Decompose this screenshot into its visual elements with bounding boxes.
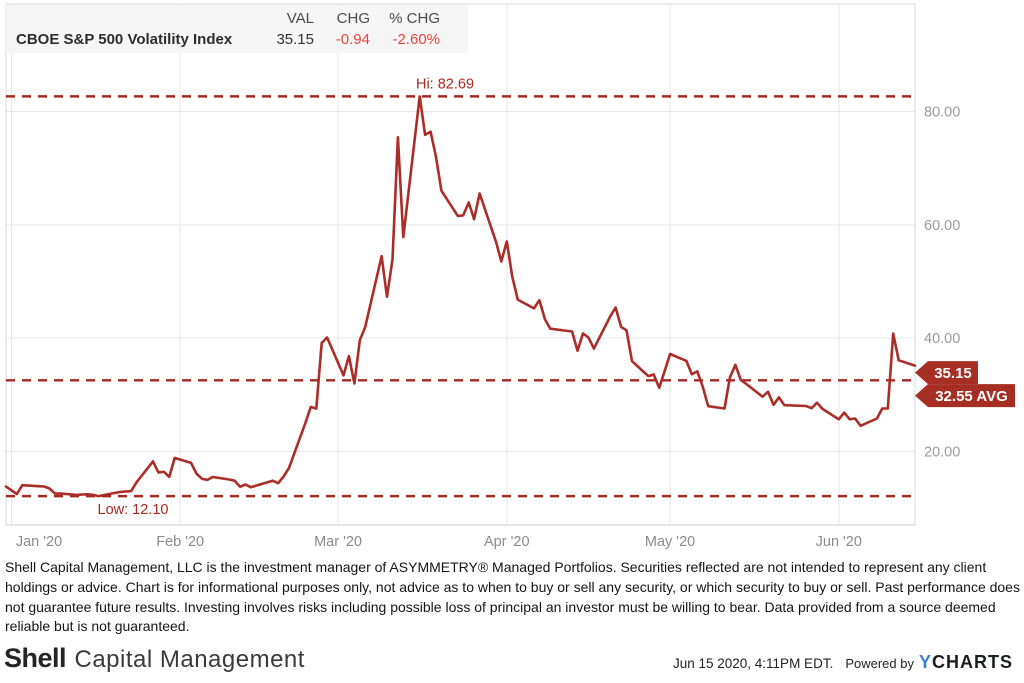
x-tick-label: Mar '20 xyxy=(314,534,362,550)
hi-annotation: Hi: 82.69 xyxy=(416,76,474,92)
ycharts-y-mark: Y xyxy=(918,652,932,672)
ycharts-wordmark: CHARTS xyxy=(932,652,1013,672)
x-tick-label: Jun '20 xyxy=(816,534,862,550)
avg-value-badge xyxy=(915,384,1015,408)
disclaimer-text: Shell Capital Management, LLC is the inv… xyxy=(5,559,1020,635)
col-header-chg: CHG xyxy=(336,10,370,27)
x-tick-label: Apr '20 xyxy=(484,534,530,550)
y-tick-label: 60.00 xyxy=(924,218,960,234)
last-value-badge-label: 35.15 xyxy=(934,365,972,382)
x-tick-label: Feb '20 xyxy=(156,534,204,550)
vix-line xyxy=(4,95,917,498)
y-tick-label: 40.00 xyxy=(924,331,960,347)
ycharts-logo: YCHARTS xyxy=(919,652,1013,673)
chart-credits: Jun 15 2020, 4:11PM EDT. Powered by YCHA… xyxy=(673,652,1013,673)
avg-value-badge-label: 32.55 AVG xyxy=(935,388,1008,405)
powered-by-label: Powered by xyxy=(845,656,914,671)
shell-capital-logo: Shell Capital Management xyxy=(4,643,305,674)
series-chg: -0.94 xyxy=(335,31,370,48)
logo-capital-text: Capital Management xyxy=(74,646,305,673)
col-header-val: VAL xyxy=(286,10,314,27)
series-name: CBOE S&P 500 Volatility Index xyxy=(16,31,233,48)
logo-shell-text: Shell xyxy=(4,643,67,673)
y-tick-label: 80.00 xyxy=(924,105,960,121)
legend-panel: VAL CHG % CHG CBOE S&P 500 Volatility In… xyxy=(6,5,468,53)
y-tick-label: 20.00 xyxy=(924,444,960,460)
chart-area: 20.00 40.00 60.00 80.00 Jan '20 Feb '20 Mar '2… xyxy=(4,3,1015,550)
low-annotation: Low: 12.10 xyxy=(98,502,169,518)
series-val: 35.15 xyxy=(276,31,314,48)
x-tick-label: May '20 xyxy=(645,534,695,550)
series-pct-chg: -2.60% xyxy=(392,31,440,48)
vix-line-chart: 20.00 40.00 60.00 80.00 Jan '20 Feb '20 Mar '2… xyxy=(4,3,1015,550)
col-header-pct-chg: % CHG xyxy=(389,10,440,27)
timestamp: Jun 15 2020, 4:11PM EDT. xyxy=(672,656,834,671)
x-tick-label: Jan '20 xyxy=(16,534,62,550)
last-value-badge xyxy=(915,361,978,385)
